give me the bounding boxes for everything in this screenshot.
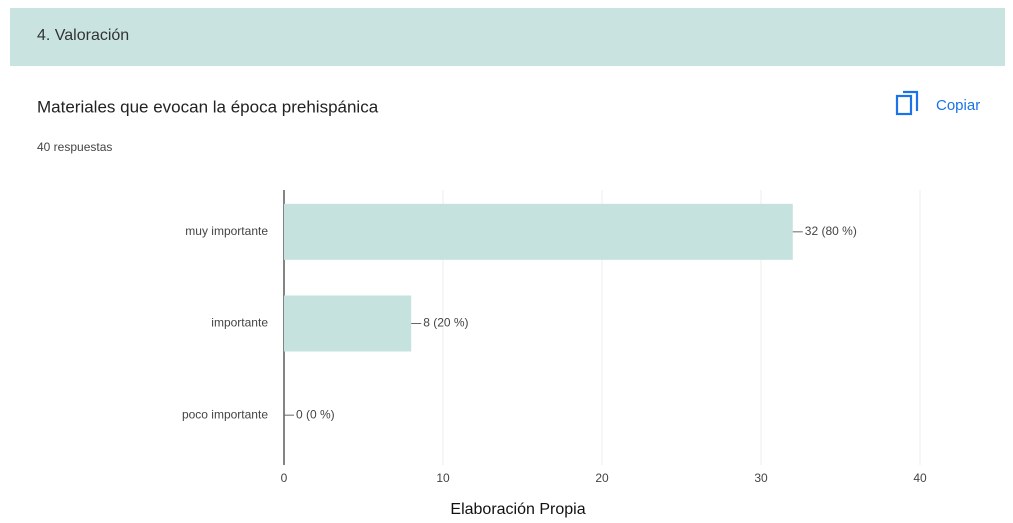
chart-subtitle: 40 respuestas [37, 140, 112, 154]
x-tick-label: 20 [595, 471, 609, 485]
y-tick-label: poco importante [182, 407, 268, 421]
copy-label: Copiar [936, 97, 980, 114]
header-band [10, 8, 1005, 66]
caption: Elaboración Propia [450, 501, 585, 518]
copy-button[interactable]: Copiar [895, 90, 980, 116]
value-label: 32 (80 %) [805, 224, 857, 238]
copy-icon [895, 94, 913, 116]
y-tick-label: muy importante [185, 224, 268, 238]
bar [284, 203, 793, 260]
chart-title: Materiales que evocan la época prehispán… [37, 97, 379, 116]
x-tick-label: 10 [436, 471, 450, 485]
x-tick-label: 30 [754, 471, 768, 485]
bar [284, 295, 412, 352]
value-label: 8 (20 %) [423, 316, 468, 330]
x-tick-label: 40 [913, 471, 927, 485]
x-tick-label: 0 [281, 471, 288, 485]
copy-icon-back [903, 90, 919, 111]
section-header: 4. Valoración [37, 27, 129, 44]
value-label: 0 (0 %) [296, 407, 335, 421]
y-tick-label: importante [211, 316, 268, 330]
